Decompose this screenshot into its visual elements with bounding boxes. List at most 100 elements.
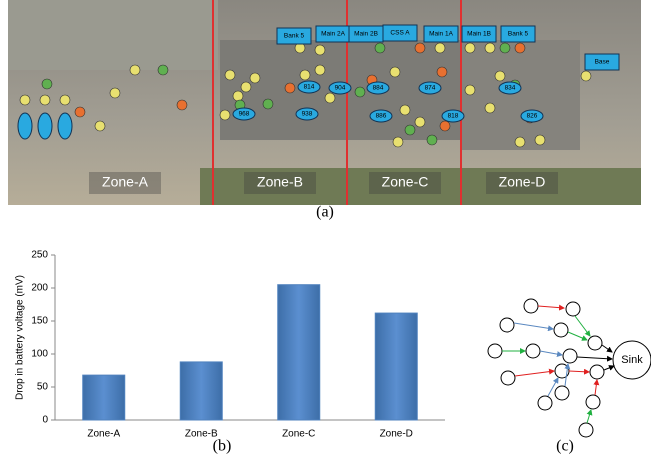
sensor-dot <box>263 99 273 109</box>
node-label: 818 <box>448 113 459 120</box>
sensor-dot <box>515 43 525 53</box>
sensor-dot <box>60 95 70 105</box>
node <box>586 395 600 409</box>
field <box>8 0 218 70</box>
sensor-dot <box>405 125 415 135</box>
node-label: 834 <box>505 85 516 92</box>
node-label: 874 <box>425 85 436 92</box>
sensor-dot <box>177 100 187 110</box>
zone-label: Zone-A <box>102 174 149 190</box>
x-tick-label: Zone-D <box>380 429 413 440</box>
sensor-dot <box>390 67 400 77</box>
node-ellipse <box>38 113 52 139</box>
building-label: Main 2A <box>321 31 346 38</box>
sensor-dot <box>485 43 495 53</box>
sensor-dot <box>315 65 325 75</box>
sensor-dot <box>42 79 52 89</box>
node-label: 884 <box>373 85 384 92</box>
node <box>500 318 514 332</box>
x-tick-label: Zone-C <box>282 429 315 440</box>
sensor-dot <box>535 135 545 145</box>
node <box>554 323 568 337</box>
sensor-dot <box>437 67 447 77</box>
node-ellipse <box>18 113 32 139</box>
sensor-dot <box>581 71 591 81</box>
node <box>501 371 515 385</box>
building-label: Bank 5 <box>508 31 529 38</box>
sensor-dot <box>500 43 510 53</box>
zone-label: Zone-D <box>499 174 546 190</box>
node-label: 826 <box>527 113 538 120</box>
bar <box>375 313 417 420</box>
diagram <box>488 299 651 437</box>
sensor-dot <box>220 110 230 120</box>
caption: (a) <box>316 204 334 221</box>
caption: (b) <box>213 438 232 455</box>
sensor-dot <box>40 95 50 105</box>
bar <box>278 285 320 420</box>
node <box>588 336 602 350</box>
node <box>555 386 569 400</box>
node <box>488 344 502 358</box>
sensor-dot <box>375 43 385 53</box>
sensor-dot <box>393 137 403 147</box>
sensor-dot <box>20 95 30 105</box>
sensor-dot <box>233 91 243 101</box>
x-tick-label: Zone-A <box>87 429 120 440</box>
y-axis-label: Drop in battery voltage (mV) <box>15 275 26 400</box>
node <box>579 423 593 437</box>
node <box>590 365 604 379</box>
sensor-dot <box>485 103 495 113</box>
sensor-dot <box>130 65 140 75</box>
sensor-dot <box>225 70 235 80</box>
sensor-dot <box>355 87 365 97</box>
node-label: 886 <box>376 113 387 120</box>
node-label: 968 <box>239 111 250 118</box>
yard <box>460 40 580 150</box>
node-label: 814 <box>304 84 315 91</box>
sensor-dot <box>241 82 251 92</box>
sensor-dot <box>435 43 445 53</box>
node <box>538 396 552 410</box>
sensor-dot <box>110 88 120 98</box>
building-label: Bank 5 <box>284 33 305 40</box>
sensor-dot <box>315 45 325 55</box>
aerial-image: Zone-A Zone-B Zone-C Zone-D Bank 5 Main 2A Mai… <box>8 0 641 205</box>
y-tick-label: 200 <box>31 283 48 294</box>
sensor-dot <box>158 65 168 75</box>
y-tick-label: 250 <box>31 250 48 261</box>
sensor-dot <box>427 135 437 145</box>
node-label: 904 <box>335 85 346 92</box>
zone-label: Zone-B <box>257 174 303 190</box>
building-label: CSS A <box>390 30 410 37</box>
sensor-dot <box>465 43 475 53</box>
zone-label: Zone-C <box>382 174 429 190</box>
y-tick-label: 50 <box>37 382 49 393</box>
sensor-dot <box>325 93 335 103</box>
sensor-dot <box>495 71 505 81</box>
sensor-dot <box>75 107 85 117</box>
node-ellipse <box>58 113 72 139</box>
building-label: Main 1A <box>429 31 454 38</box>
sensor-dot <box>465 85 475 95</box>
figure: Zone-A Zone-B Zone-C Zone-D Bank 5 Main 2A Mai… <box>0 0 651 460</box>
sensor-dot <box>415 43 425 53</box>
sensor-dot <box>440 121 450 131</box>
node <box>526 344 540 358</box>
sensor-dot <box>515 137 525 147</box>
y-tick-label: 0 <box>42 415 48 426</box>
node <box>524 299 538 313</box>
node <box>566 302 580 316</box>
sensor-dot <box>400 105 410 115</box>
bar <box>83 375 125 420</box>
sensor-dot <box>415 117 425 127</box>
building-label: Main 2B <box>354 31 378 38</box>
building-label: Base <box>595 59 610 66</box>
caption: (c) <box>556 438 574 455</box>
sensor-dot <box>300 70 310 80</box>
sensor-dot <box>95 121 105 131</box>
building-label: Main 1B <box>467 31 491 38</box>
bar <box>180 362 222 420</box>
y-tick-label: 100 <box>31 349 48 360</box>
y-tick-label: 150 <box>31 316 48 327</box>
